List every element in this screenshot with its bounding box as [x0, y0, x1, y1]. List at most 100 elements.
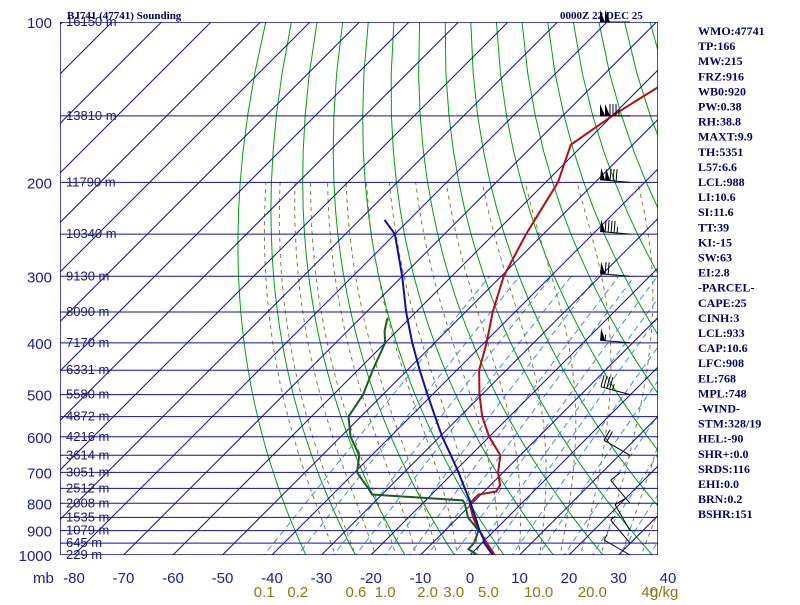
index-line: LI:10.6	[698, 190, 736, 204]
height-label: 4872 m	[66, 409, 109, 424]
temperature-tick-label: -70	[113, 570, 135, 587]
index-line: CINH:3	[698, 311, 739, 325]
index-line: WB0:920	[698, 84, 746, 98]
index-line: MPL:748	[698, 386, 747, 400]
height-label: 9130 m	[66, 268, 109, 283]
wind-barb	[600, 168, 630, 183]
index-line: CAP:10.6	[698, 341, 748, 355]
wind-barb-flag	[601, 375, 604, 387]
index-line: LFC:908	[698, 356, 744, 370]
wind-barb	[611, 516, 630, 543]
station-title: BJ741 (47741) Sounding	[67, 10, 182, 22]
isotherm-line	[223, 22, 756, 555]
pressure-tick-label: 200	[27, 175, 52, 192]
moist-adiabat-line	[525, 182, 576, 566]
temperature-tick-label: 0	[466, 570, 474, 587]
moist-adiabat-line	[482, 182, 546, 566]
mixing-ratio-label: 0.6	[345, 584, 366, 600]
moist-adiabat-line	[617, 182, 704, 566]
sounding-time: 0000Z 22 DEC 25	[560, 10, 643, 22]
moist-adiabat-line	[446, 182, 520, 566]
dry-adiabat-line	[271, 22, 362, 566]
dry-adiabat-line	[238, 22, 311, 566]
index-line: RH:38.8	[698, 115, 741, 129]
height-label: 6331 m	[66, 362, 109, 377]
mixing-ratio-label: 3.0	[443, 584, 464, 600]
wind-barb-half-flag	[604, 535, 607, 540]
wind-barb-staff	[611, 520, 630, 543]
wind-barb-pennant	[605, 104, 610, 116]
mixing-ratio-line	[465, 276, 674, 566]
wind-barb-pennant	[600, 262, 605, 274]
temperature-tick-label: -80	[63, 570, 85, 587]
moist-adiabat-line	[311, 182, 400, 566]
mixing-ratio-label: 10.0	[524, 584, 553, 600]
wind-barb-flag	[608, 220, 609, 232]
wind-barb-half-flag	[605, 335, 606, 341]
mixing-ratio-label: 2.0	[417, 584, 438, 600]
mixing-ratio-label: 5.0	[478, 584, 499, 600]
dry-adiabat-line	[573, 22, 800, 566]
index-line: STM:328/19	[698, 417, 761, 431]
dry-adiabat-line	[778, 22, 800, 566]
mixing-ratio-line	[255, 276, 489, 566]
index-line: BSHR:151	[698, 507, 753, 521]
wind-barb-pennant	[600, 168, 605, 180]
isotherm-line	[173, 22, 706, 555]
mixing-ratio-unit: g/kg	[650, 584, 678, 600]
index-line: KI:-15	[698, 235, 732, 249]
pressure-tick-label: 1000	[19, 548, 52, 565]
height-label: 7170 m	[66, 335, 109, 350]
height-label: 10340 m	[66, 226, 117, 241]
index-line: BRN:0.2	[698, 492, 742, 506]
height-label: 4216 m	[66, 429, 109, 444]
dry-adiabat-line	[333, 22, 462, 566]
isotherm-line	[74, 22, 607, 555]
wind-barb	[600, 328, 630, 343]
wind-barb-flag	[611, 473, 620, 481]
wind-barb-staff	[611, 480, 630, 503]
isotherm-line	[0, 22, 409, 555]
wind-barb-half-flag	[617, 227, 618, 233]
moist-adiabat-line	[279, 182, 359, 566]
mixing-ratio-line	[481, 276, 688, 566]
mixing-ratio-label: 0.1	[254, 584, 275, 600]
index-line: TT:39	[698, 220, 729, 234]
isotherm-line	[124, 22, 657, 555]
mixing-ratio-line	[377, 276, 597, 566]
index-line: LCL:988	[698, 175, 745, 189]
height-label: 3051 m	[66, 464, 109, 479]
wind-barb-flag	[604, 376, 607, 388]
height-label: 3614 m	[66, 447, 109, 462]
temperature-tick-label: 30	[610, 570, 627, 587]
index-line: L57:6.6	[698, 160, 737, 174]
index-line: EHI:0.0	[698, 477, 739, 491]
grid-lines	[0, 22, 800, 566]
index-line: MAXT:9.9	[698, 130, 753, 144]
index-line: SI:11.6	[698, 205, 734, 219]
data-series	[349, 22, 741, 556]
temperature-tick-label: 20	[561, 570, 578, 587]
dry-adiabat-line	[303, 22, 412, 566]
index-line: -PARCEL-	[698, 281, 754, 295]
mixing-ratio-line	[347, 276, 571, 566]
index-line: -WIND-	[698, 402, 740, 416]
isotherm-line	[0, 22, 13, 555]
mixing-ratio-label: 1.0	[375, 584, 396, 600]
mixing-ratio-line	[419, 276, 634, 566]
height-label: 5580 m	[66, 387, 109, 402]
index-line: FRZ:916	[698, 69, 744, 83]
wind-barb	[600, 220, 630, 235]
height-label: 229 m	[66, 547, 102, 562]
wind-barb-flag	[608, 262, 609, 274]
mixing-ratio-line	[289, 276, 520, 566]
index-line: EI:2.8	[698, 266, 730, 280]
height-label: 2512 m	[66, 480, 109, 495]
mixing-ratio-label: 0.2	[287, 584, 308, 600]
wind-barb-pennant	[600, 328, 605, 340]
pressure-tick-label: 400	[27, 336, 52, 353]
wind-barb	[604, 430, 630, 455]
dry-adiabat-line	[753, 22, 800, 566]
